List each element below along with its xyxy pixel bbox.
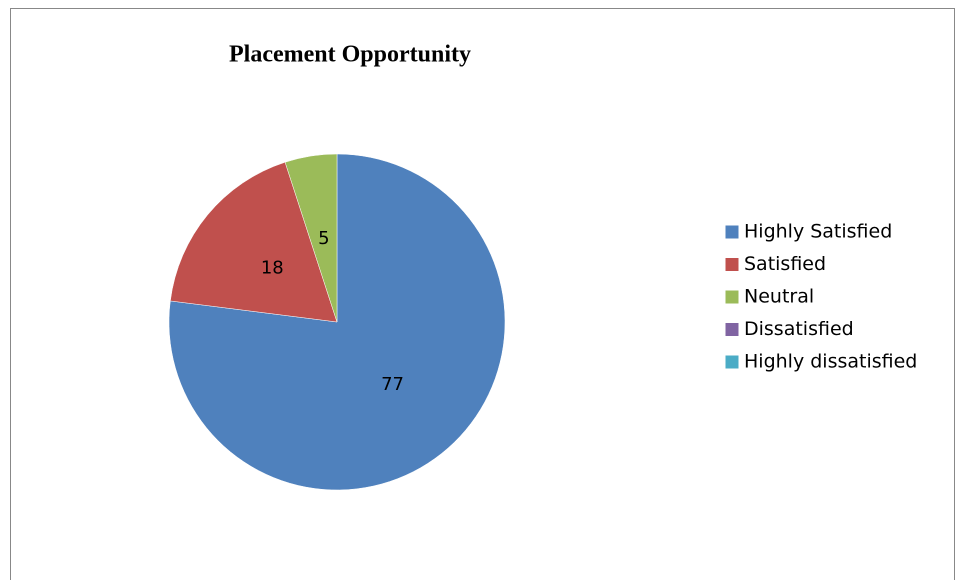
legend-swatch <box>724 224 740 240</box>
legend-label: Satisfied <box>744 253 826 275</box>
legend-swatch <box>724 289 740 305</box>
legend-label: Highly dissatisfied <box>744 351 917 373</box>
pie-slice <box>170 161 338 323</box>
data-label: 77 <box>381 374 404 395</box>
legend-label: Highly Satisfied <box>744 221 892 243</box>
legend-swatch <box>724 322 740 337</box>
legend-swatch <box>724 257 740 272</box>
legend-label: Neutral <box>744 286 814 308</box>
pie-slice <box>168 153 506 491</box>
pie-slice <box>284 153 338 323</box>
legend-label: Dissatisfied <box>744 318 854 340</box>
data-label: 18 <box>261 257 284 278</box>
data-label: 5 <box>318 228 329 249</box>
legend-swatch <box>724 354 740 370</box>
chart-title: Placement Opportunity <box>229 42 471 68</box>
